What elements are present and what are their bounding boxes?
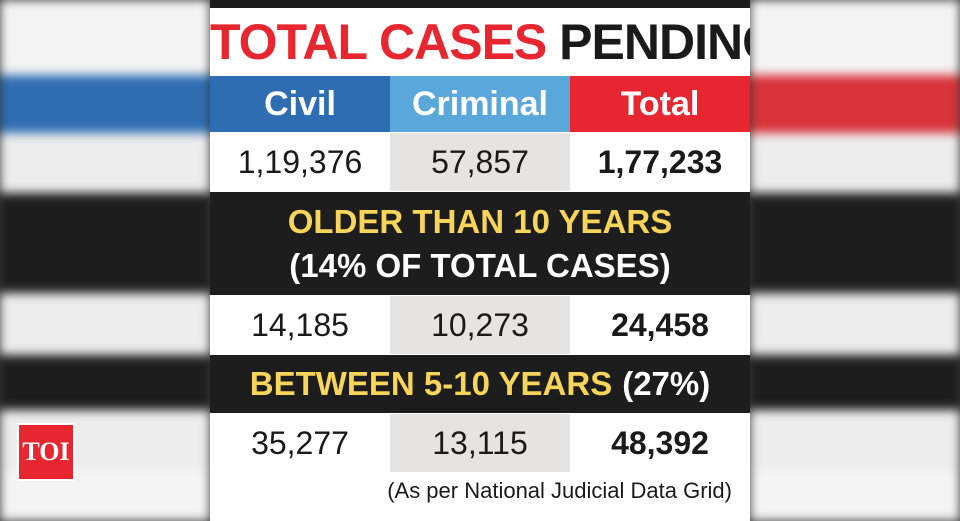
header-criminal: Criminal [390, 76, 570, 132]
older-band-line1: OLDER THAN 10 YEARS [287, 202, 673, 240]
between-band-percent: (27%) [622, 365, 711, 402]
total-cases-row: 1,19,376 57,857 1,77,233 [210, 133, 750, 191]
older-total-value: 24,458 [611, 306, 709, 343]
infographic-card: TOTAL CASES PENDING Civil Criminal Total… [210, 0, 750, 521]
total-criminal-value: 57,857 [390, 133, 570, 191]
between-5-10-row: 35,277 13,115 48,392 [210, 414, 750, 472]
total-civil-value: 1,19,376 [237, 143, 363, 180]
title-part-dark: PENDING [559, 14, 750, 70]
older-than-10-row: 14,185 10,273 24,458 [210, 296, 750, 354]
between-total-value: 48,392 [611, 424, 709, 461]
source-note: (As per National Judicial Data Grid) [387, 478, 732, 503]
between-civil-value: 35,277 [251, 424, 349, 461]
title-part-red: TOTAL CASES [210, 14, 547, 70]
toi-logo: TOI [17, 423, 75, 481]
between-5-10-band: BETWEEN 5-10 YEARS (27%) [210, 355, 750, 413]
older-band-line2: (14% OF TOTAL CASES) [289, 246, 671, 284]
older-than-10-band: OLDER THAN 10 YEARS (14% OF TOTAL CASES) [210, 192, 750, 295]
blurred-backdrop-left [0, 0, 210, 521]
total-total-value: 1,77,233 [597, 143, 723, 180]
older-criminal-value: 10,273 [390, 296, 570, 354]
between-criminal-value: 13,115 [390, 414, 570, 472]
top-bar [210, 0, 750, 8]
column-header-row: Civil Criminal Total [210, 76, 750, 132]
header-total: Total [570, 76, 750, 132]
header-civil: Civil [210, 76, 390, 132]
older-civil-value: 14,185 [251, 306, 349, 343]
infographic-title: TOTAL CASES PENDING [210, 10, 750, 74]
blurred-backdrop-right [750, 0, 960, 521]
between-band-label: BETWEEN 5-10 YEARS [249, 365, 613, 402]
